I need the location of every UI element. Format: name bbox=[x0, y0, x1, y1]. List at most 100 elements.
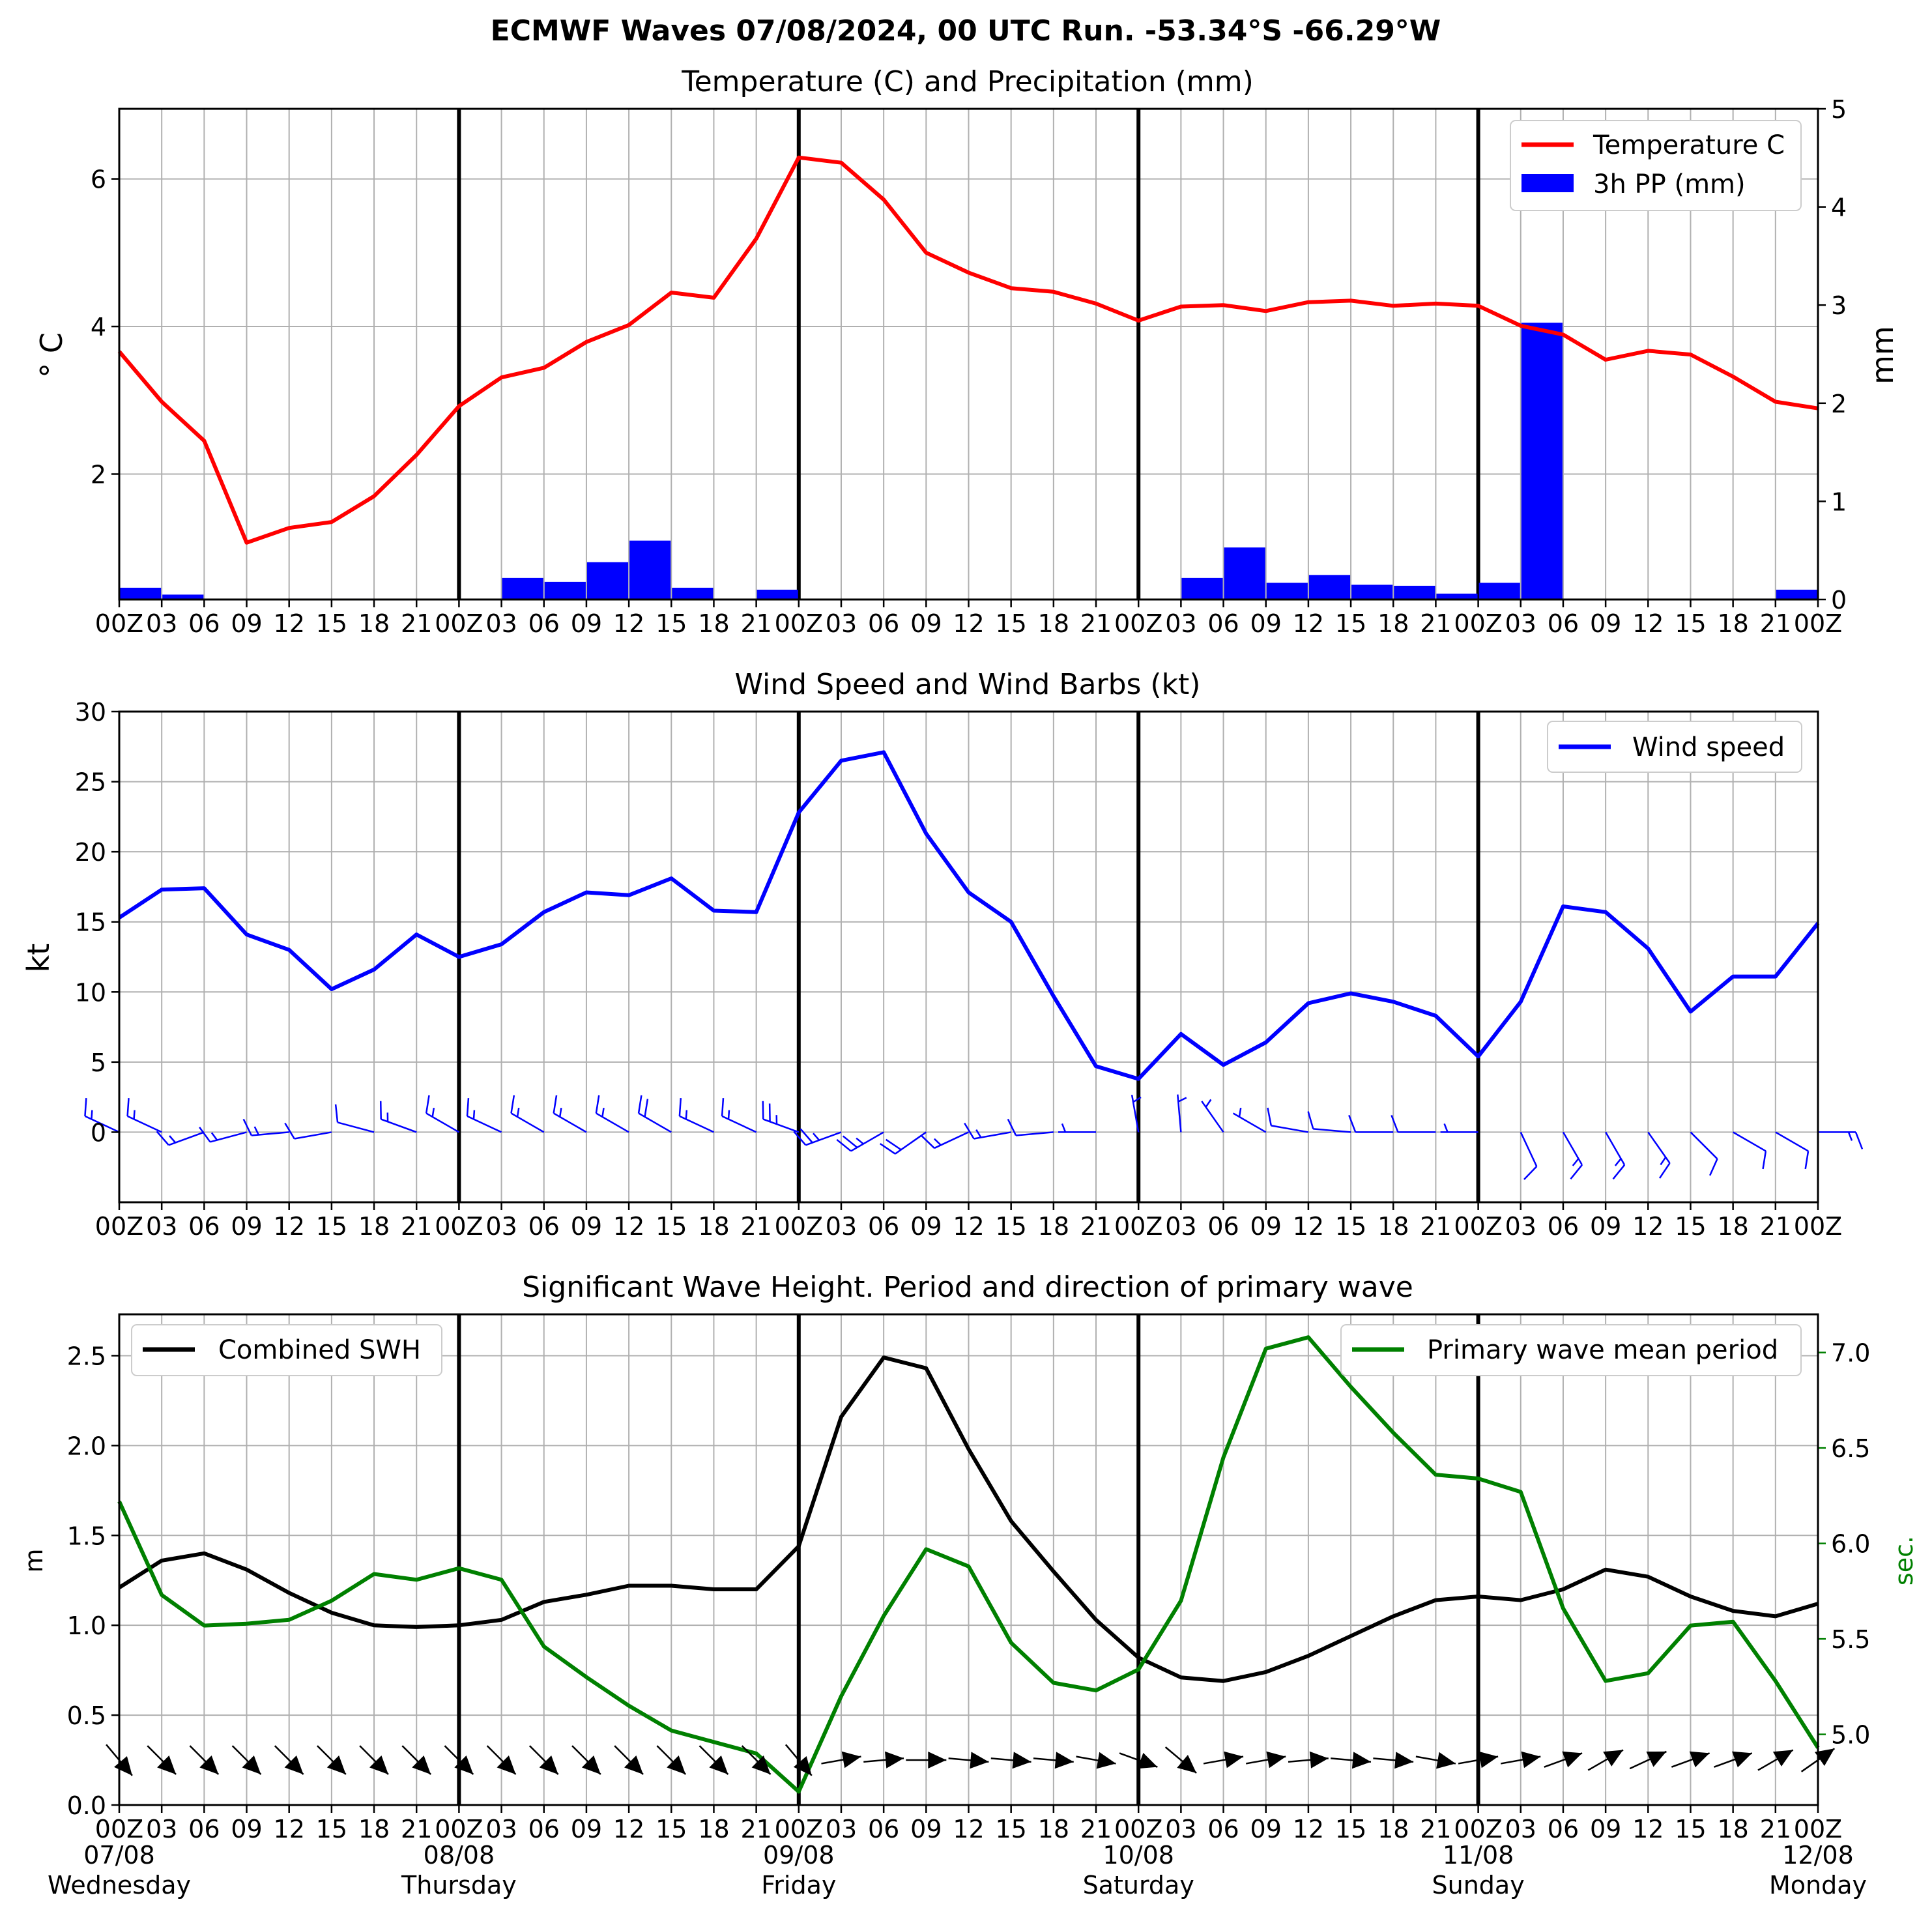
wave-arrow-head bbox=[369, 1755, 388, 1774]
x-tick-label: 09 bbox=[571, 1815, 602, 1843]
x-tick-label: 12 bbox=[953, 609, 984, 638]
x-tick-label: 09 bbox=[1250, 1212, 1282, 1241]
wave-direction-arrow bbox=[656, 1745, 687, 1775]
wind-barb-full bbox=[1523, 1166, 1538, 1180]
y-tick-label: 6 bbox=[91, 166, 106, 194]
wave-direction-arrow bbox=[1458, 1751, 1499, 1769]
wind-barb-full bbox=[242, 1118, 253, 1136]
x-tick-label: 06 bbox=[188, 1212, 220, 1241]
x-tick-label: 15 bbox=[316, 1815, 347, 1843]
wind-barb bbox=[1562, 1131, 1583, 1180]
y-tick-label: 10 bbox=[75, 978, 106, 1007]
x-tick-label: 09 bbox=[1590, 1815, 1621, 1843]
wind-barb bbox=[1348, 1114, 1394, 1133]
wave-direction-arrow bbox=[948, 1752, 989, 1769]
wind-barb-full bbox=[425, 1095, 430, 1114]
precipitation-bar bbox=[1181, 577, 1223, 599]
wave-direction-arrow bbox=[401, 1745, 432, 1775]
x-tick-label: 18 bbox=[1717, 609, 1748, 638]
wind-barb bbox=[921, 1131, 970, 1149]
day-weekday-label: Sunday bbox=[1432, 1871, 1525, 1899]
wind-barb bbox=[199, 1127, 247, 1143]
wave-arrow-head bbox=[157, 1755, 177, 1774]
wind-barb-full bbox=[1762, 1151, 1767, 1170]
wave-arrow-head bbox=[1137, 1752, 1158, 1769]
wind-barb-half bbox=[253, 1126, 260, 1136]
x-tick-label: 12 bbox=[274, 1815, 305, 1843]
x-tick-label: 21 bbox=[740, 1212, 771, 1241]
x-tick-label: 18 bbox=[358, 609, 390, 638]
wind-barb-full bbox=[921, 1134, 935, 1149]
wave-arrow-head bbox=[624, 1755, 643, 1774]
precipitation-bar bbox=[502, 577, 543, 599]
legend-wind-label: Wind speed bbox=[1632, 732, 1785, 762]
wind-barb-half bbox=[1847, 1131, 1853, 1141]
wave-arrow-head bbox=[1177, 1755, 1197, 1773]
wave-arrow-head bbox=[1351, 1752, 1371, 1769]
precipitation-bar bbox=[1521, 323, 1563, 599]
x-tick-label: 03 bbox=[146, 1815, 177, 1843]
x-tick-label: 09 bbox=[910, 609, 942, 638]
wind-barb-half bbox=[685, 1110, 688, 1119]
wind-barb bbox=[126, 1098, 162, 1133]
wind-barb bbox=[1058, 1123, 1097, 1133]
wind-barb bbox=[1440, 1123, 1478, 1133]
wave-direction-arrow bbox=[863, 1751, 904, 1769]
wind-barb-full bbox=[1612, 1164, 1626, 1180]
x-tick-label: 12 bbox=[1293, 1815, 1324, 1843]
wave-arrow-head bbox=[1689, 1751, 1710, 1768]
wind-barb bbox=[284, 1122, 332, 1140]
precipitation-bar bbox=[1224, 547, 1265, 599]
x-tick-label: 03 bbox=[146, 1212, 177, 1241]
day-weekday-label: Wednesday bbox=[48, 1871, 191, 1899]
x-tick-label: 03 bbox=[1505, 609, 1536, 638]
y-tick-label: 2.0 bbox=[67, 1432, 106, 1460]
x-tick-label: 00Z bbox=[1114, 1815, 1162, 1843]
x-tick-label: 21 bbox=[401, 1212, 432, 1241]
wave-arrow-head bbox=[1096, 1752, 1116, 1769]
temperature-precipitation-panel: Temperature (C) and Precipitation (mm) °… bbox=[34, 65, 1900, 638]
wind-barb bbox=[762, 1101, 800, 1133]
precipitation-bar bbox=[757, 589, 798, 599]
panel3-ylabel: m bbox=[20, 1548, 48, 1572]
wind-barb-full bbox=[1348, 1114, 1357, 1133]
precipitation-bar bbox=[1776, 589, 1817, 599]
wave-direction-arrow bbox=[699, 1745, 729, 1775]
x-tick-label: 06 bbox=[868, 1815, 899, 1843]
wave-direction-arrow bbox=[1501, 1751, 1541, 1769]
y-tick-label: 1.5 bbox=[67, 1522, 106, 1550]
wind-barb bbox=[84, 1098, 120, 1133]
wave-direction-arrow bbox=[1164, 1746, 1197, 1774]
precipitation-bar bbox=[120, 587, 162, 599]
x-tick-label: 00Z bbox=[1794, 1815, 1842, 1843]
day-weekday-label: Monday bbox=[1769, 1871, 1867, 1899]
wind-barb-full bbox=[156, 1131, 169, 1146]
wind-barb bbox=[1775, 1131, 1809, 1170]
x-tick-label: 21 bbox=[1760, 609, 1791, 638]
wave-arrow-head bbox=[709, 1755, 728, 1774]
x-tick-label: 21 bbox=[1760, 1212, 1791, 1241]
x-tick-label: 12 bbox=[1632, 1212, 1664, 1241]
x-tick-label: 00Z bbox=[1454, 1815, 1502, 1843]
x-tick-label: 00Z bbox=[435, 1212, 483, 1241]
wind-barb bbox=[1267, 1107, 1309, 1133]
x-tick-label: 09 bbox=[1590, 609, 1621, 638]
wave-direction-arrow bbox=[486, 1745, 517, 1775]
wave-arrow-head bbox=[1224, 1751, 1244, 1769]
wind-barb-full bbox=[1391, 1114, 1399, 1133]
y-right-tick-label: 1 bbox=[1831, 487, 1847, 516]
wave-direction-arrow bbox=[359, 1745, 389, 1775]
wind-barb-full bbox=[721, 1098, 725, 1117]
wave-arrow-head bbox=[326, 1755, 346, 1774]
x-tick-label: 00Z bbox=[435, 1815, 483, 1843]
wind-barb-half bbox=[431, 1107, 435, 1118]
panel3-legend-swh: Combined SWH bbox=[131, 1324, 442, 1376]
x-tick-label: 12 bbox=[613, 609, 644, 638]
x-tick-label: 12 bbox=[1632, 609, 1664, 638]
precipitation-bar bbox=[1394, 585, 1435, 599]
x-tick-label: 03 bbox=[1505, 1815, 1536, 1843]
x-tick-label: 06 bbox=[528, 1815, 560, 1843]
wave-arrow-head bbox=[1478, 1751, 1499, 1769]
wind-barb bbox=[334, 1104, 375, 1133]
y-tick-label: 2.5 bbox=[67, 1342, 106, 1370]
